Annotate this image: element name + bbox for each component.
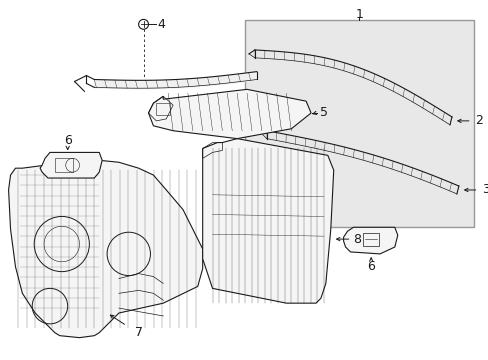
Bar: [156, 103, 170, 115]
Text: 4: 4: [157, 18, 165, 31]
Polygon shape: [343, 227, 397, 254]
Text: 6: 6: [366, 260, 374, 273]
Bar: [363, 233, 378, 246]
Text: 8: 8: [353, 233, 361, 246]
Text: 2: 2: [475, 114, 483, 127]
Polygon shape: [40, 152, 102, 178]
Polygon shape: [9, 160, 202, 338]
Polygon shape: [202, 139, 333, 303]
Polygon shape: [148, 89, 310, 139]
Text: 7: 7: [134, 326, 142, 339]
Bar: [55, 158, 73, 172]
Text: 5: 5: [319, 107, 327, 120]
Text: 6: 6: [63, 134, 71, 147]
Text: 3: 3: [482, 184, 488, 197]
Text: 1: 1: [355, 8, 363, 21]
Bar: [244, 21, 473, 227]
